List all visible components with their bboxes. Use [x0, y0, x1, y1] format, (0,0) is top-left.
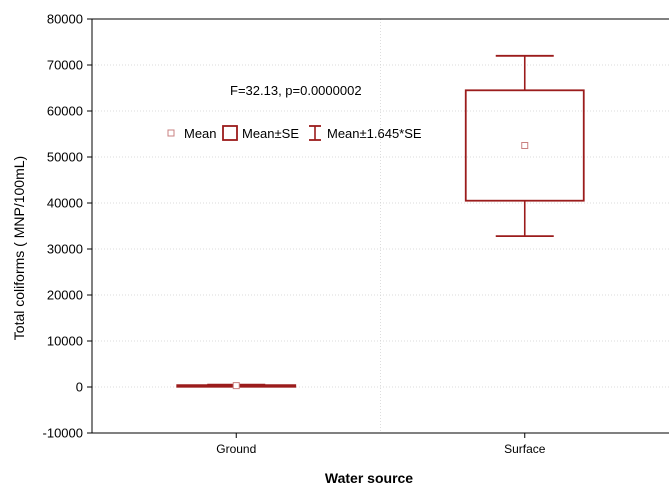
- legend-mean-marker: [167, 129, 175, 137]
- plot-frame: [91, 18, 669, 434]
- y-tick-label: 80000: [47, 12, 83, 27]
- y-tick-label: 70000: [47, 58, 83, 73]
- legend-label-mean: Mean: [184, 126, 217, 141]
- grid-lines: [92, 19, 669, 433]
- y-axis-title: Total coliforms ( MNP/100mL): [11, 156, 27, 340]
- y-tick-label: 30000: [47, 242, 83, 257]
- mean-marker: [232, 382, 240, 390]
- mean-marker: [521, 142, 529, 149]
- legend-label-mean-se: Mean±SE: [242, 126, 299, 141]
- y-tick-label: 20000: [47, 288, 83, 303]
- box-ground: [176, 382, 297, 390]
- se-box: [464, 89, 585, 202]
- anova-annotation: F=32.13, p=0.0000002: [230, 83, 362, 98]
- y-tick-label: 60000: [47, 104, 83, 119]
- y-tick-label: 50000: [47, 150, 83, 165]
- y-tick-label: -10000: [43, 426, 83, 441]
- box-series: [176, 54, 585, 390]
- x-tick-label: Surface: [504, 442, 546, 456]
- legend-label-mean-ci: Mean±1.645*SE: [327, 126, 422, 141]
- legend-box-marker: [222, 125, 238, 141]
- legend: Mean Mean±SE Mean±1.645*SE: [167, 125, 422, 141]
- y-tick-label: 40000: [47, 196, 83, 211]
- y-tick-label: 0: [76, 380, 83, 395]
- y-axis-ticks: -10000 0 10000 20000 30000 40000 50000 60000 700…: [43, 12, 92, 441]
- x-axis-title: Water source: [325, 470, 413, 484]
- box-surface: [464, 54, 585, 238]
- x-axis-ticks: Ground Surface: [216, 433, 546, 456]
- x-tick-label: Ground: [216, 442, 256, 456]
- y-tick-label: 10000: [47, 334, 83, 349]
